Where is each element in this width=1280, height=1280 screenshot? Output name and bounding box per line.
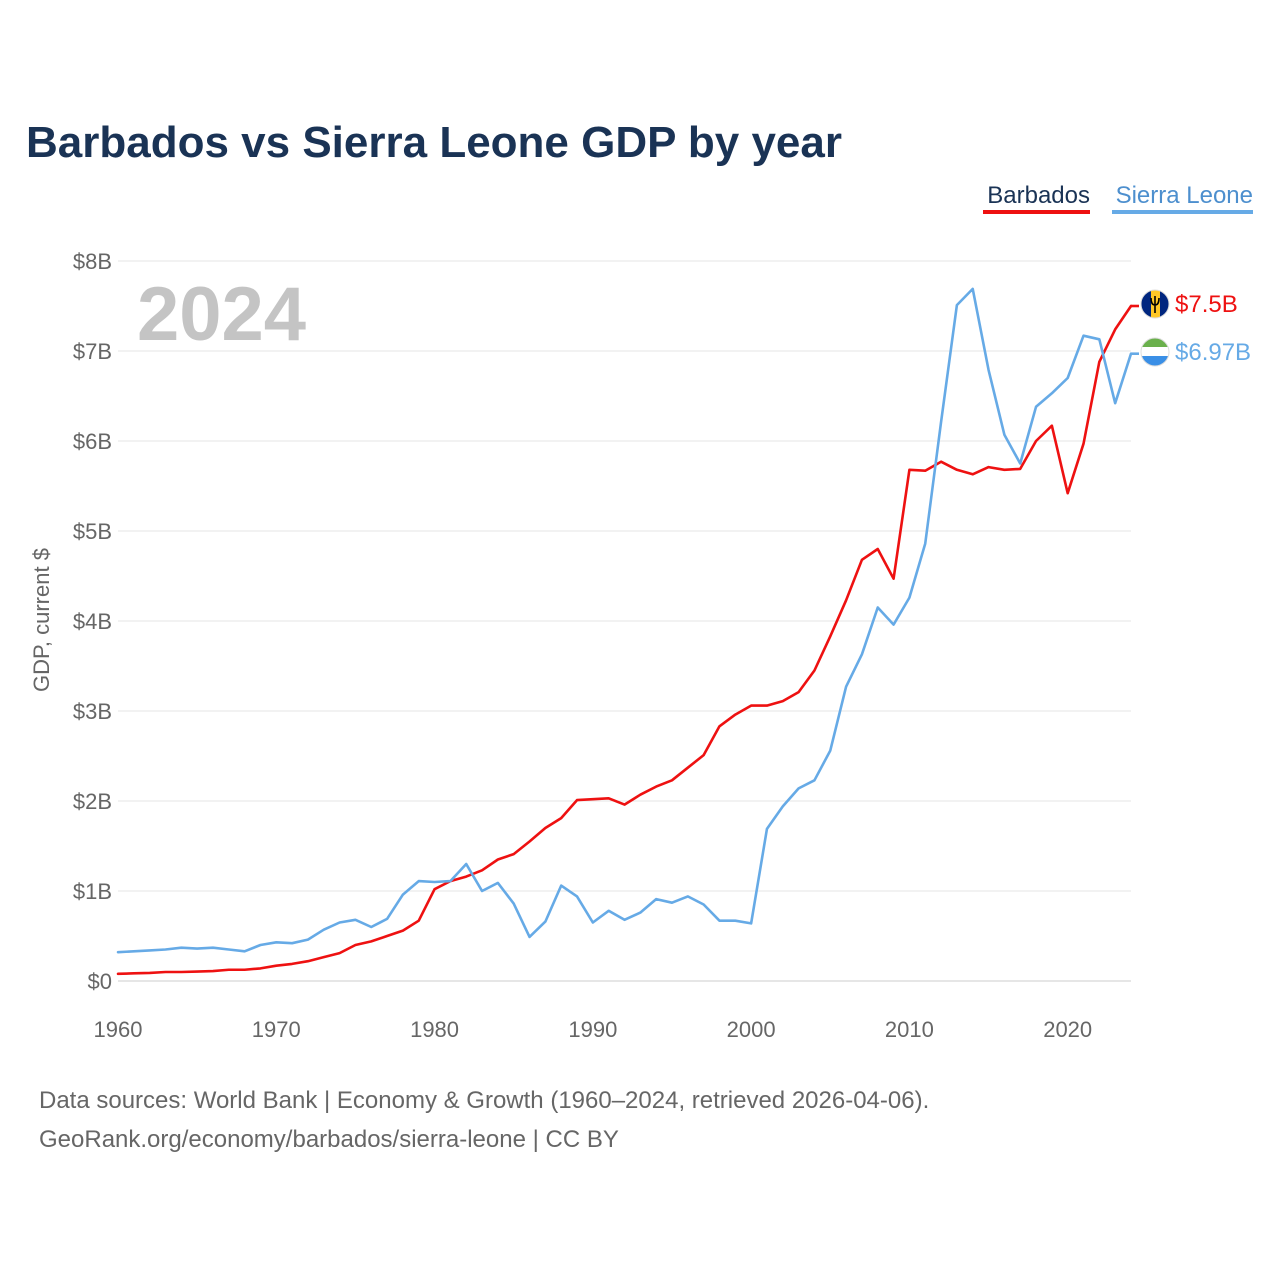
legend: Barbados Sierra Leone [983, 182, 1253, 214]
series-line-barbados [116, 304, 1133, 976]
y-tick-label: $6B [73, 429, 112, 454]
y-tick-label: $1B [73, 879, 112, 904]
series-line-sierra-leone [116, 287, 1133, 954]
y-tick-label: $2B [73, 789, 112, 814]
barbados-flag-icon [1141, 290, 1169, 318]
x-tick-label: 2020 [1043, 1017, 1092, 1042]
y-tick-label: $3B [73, 699, 112, 724]
x-tick-label: 2000 [727, 1017, 776, 1042]
y-tick-label: $8B [73, 249, 112, 274]
y-tick-label: $4B [73, 609, 112, 634]
sierra-leone-end-value: $6.97B [1175, 339, 1251, 366]
current-year-watermark: 2024 [137, 272, 306, 357]
barbados-end-value: $7.5B [1175, 291, 1238, 318]
series-lines [116, 287, 1139, 976]
legend-label-sierra-leone[interactable]: Sierra Leone [1116, 182, 1253, 209]
x-tick-label: 2010 [885, 1017, 934, 1042]
chart-title: Barbados vs Sierra Leone GDP by year [26, 118, 842, 167]
legend-item-barbados[interactable]: Barbados [983, 182, 1090, 214]
source-line-2[interactable]: GeoRank.org/economy/barbados/sierra-leon… [39, 1126, 619, 1153]
y-axis-ticks: $0 $1B $2B $3B $4B $5B $6B $7B $8B [73, 249, 112, 994]
x-tick-label: 1970 [252, 1017, 301, 1042]
grid [118, 260, 1131, 982]
x-tick-label: 1990 [568, 1017, 617, 1042]
legend-item-sierra-leone[interactable]: Sierra Leone [1112, 182, 1253, 214]
barbados-flag-border [1140, 289, 1170, 319]
source-line-1: Data sources: World Bank | Economy & Gro… [39, 1087, 929, 1114]
y-tick-label: $5B [73, 519, 112, 544]
y-tick-label: $7B [73, 339, 112, 364]
sierra-leone-flag-icon [1141, 338, 1169, 366]
y-tick-label: $0 [88, 969, 112, 994]
x-tick-label: 1980 [410, 1017, 459, 1042]
x-axis-ticks: 1960 1970 1980 1990 2000 2010 2020 [94, 1017, 1093, 1042]
y-axis-label: GDP, current $ [29, 548, 54, 692]
x-tick-label: 1960 [94, 1017, 143, 1042]
legend-label-barbados[interactable]: Barbados [987, 182, 1090, 209]
sierra-leone-flag-border [1140, 337, 1170, 367]
